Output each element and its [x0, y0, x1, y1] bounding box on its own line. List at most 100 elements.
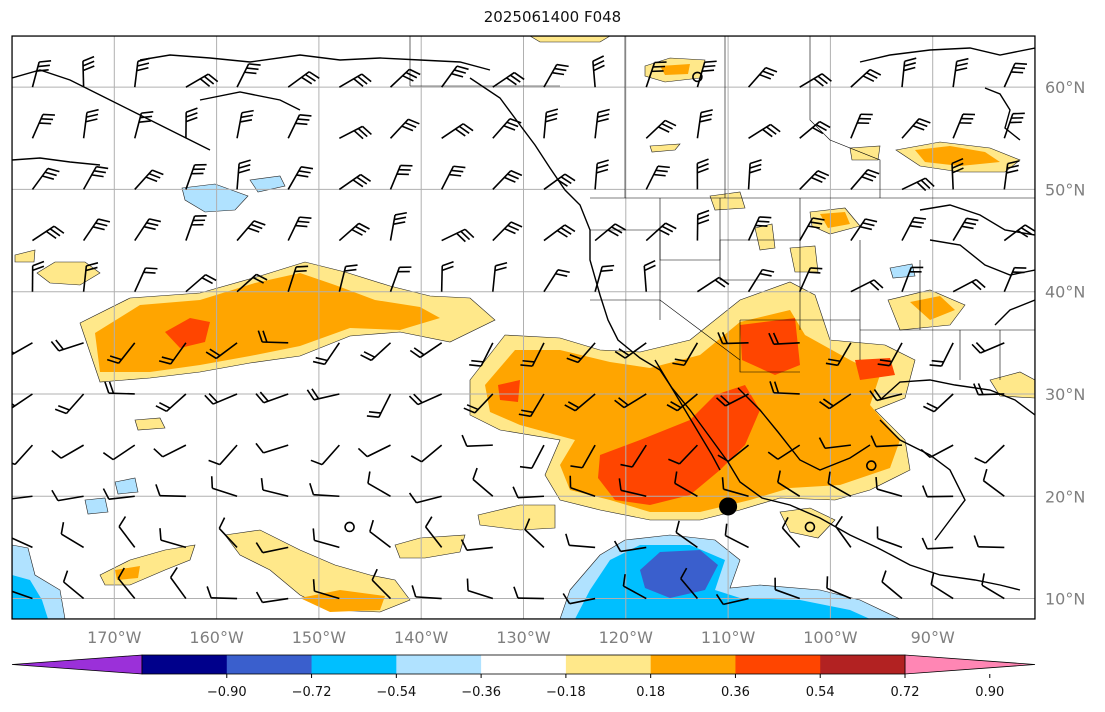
wind-barb — [306, 388, 340, 401]
colorbar-segment — [481, 655, 567, 674]
wind-barb — [721, 477, 749, 498]
wind-barb — [338, 125, 372, 140]
wind-barb — [153, 444, 187, 458]
wind-barb — [255, 542, 289, 554]
colorbar-tick-label: 0.72 — [891, 685, 920, 700]
wind-barb — [441, 123, 474, 139]
wind-barb — [513, 586, 544, 600]
wind-barb — [236, 220, 266, 242]
wind-barb — [675, 520, 698, 549]
wind-barb — [835, 515, 852, 548]
wind-barb — [614, 393, 647, 409]
filled-dot-marker — [719, 497, 738, 516]
colorbar-segment — [565, 655, 652, 674]
wind-barb — [799, 73, 832, 88]
wind-barb — [748, 123, 781, 139]
wind-barb — [982, 468, 1005, 497]
wind-barb — [1003, 160, 1020, 190]
wind-barb — [920, 444, 954, 459]
wind-barb — [133, 111, 154, 139]
wind-barb — [102, 488, 135, 501]
wind-barb — [309, 482, 340, 498]
wind-barb — [441, 228, 475, 243]
wind-barb — [1003, 224, 1035, 242]
wind-barb — [312, 528, 340, 549]
wind-barb — [210, 476, 238, 498]
longitude-tick-label: 150°W — [292, 628, 347, 647]
wind-barb — [257, 330, 289, 344]
wind-barb — [287, 114, 312, 139]
wind-barb — [569, 475, 596, 498]
wind-barb — [255, 391, 289, 404]
wind-barb — [31, 260, 45, 292]
wind-barb — [594, 264, 615, 292]
wind-barb — [389, 68, 421, 88]
wind-barb — [564, 393, 596, 412]
wind-barb — [82, 218, 111, 242]
wind-barb — [901, 216, 927, 241]
wind-barb — [696, 158, 709, 190]
colorbar-segment — [396, 655, 482, 674]
wind-barb — [134, 267, 158, 293]
open-circle-marker — [344, 521, 355, 533]
wind-barb — [287, 71, 320, 88]
wind-barb — [952, 57, 969, 88]
wind-barb — [717, 444, 750, 463]
wind-barb — [543, 108, 559, 139]
latitude-labels: 10°N 20°N 30°N 40°N 50°N 60°N — [1045, 78, 1085, 608]
wind-barb — [472, 467, 494, 497]
wind-barb — [440, 165, 466, 190]
wind-barb — [82, 262, 99, 292]
wind-barb — [921, 485, 954, 498]
wind-barb — [104, 381, 135, 395]
open-circle-marker — [804, 521, 816, 533]
wind-barb — [799, 170, 830, 190]
colorbar-tick-label: −0.54 — [376, 685, 416, 700]
wind-barb — [312, 579, 340, 600]
longitude-tick-label: 120°W — [599, 628, 654, 647]
latitude-tick-label: 10°N — [1045, 590, 1085, 609]
wind-barb — [512, 486, 545, 499]
wind-barb — [776, 470, 801, 497]
wind-barb — [371, 568, 392, 600]
wind-barb — [666, 393, 698, 412]
wind-barb — [82, 108, 99, 139]
political-borders — [409, 36, 1035, 380]
wind-barb — [923, 393, 954, 413]
wind-barb — [769, 381, 800, 395]
wind-barb — [185, 163, 207, 190]
wind-barb — [594, 223, 626, 242]
wind-barb — [51, 489, 84, 502]
latitude-tick-label: 50°N — [1045, 180, 1085, 199]
wind-barb — [410, 444, 443, 463]
wind-barb — [747, 159, 762, 190]
wind-barb — [1003, 112, 1025, 139]
colorbar-segment — [226, 655, 313, 674]
wind-barb — [185, 273, 217, 293]
wind-barb — [287, 166, 314, 190]
wind-barb — [51, 444, 85, 459]
map-markers — [344, 71, 877, 533]
wind-barb — [312, 342, 341, 366]
wind-barb — [287, 216, 312, 241]
wind-barb — [645, 61, 667, 88]
wind-barb — [901, 57, 917, 88]
wind-barb — [877, 342, 903, 367]
wind-barb — [134, 169, 164, 190]
wind-barb — [952, 217, 979, 241]
wind-barb — [774, 577, 800, 600]
wind-barb — [155, 393, 187, 413]
wind-barb — [594, 108, 610, 139]
wind-barb — [360, 342, 392, 362]
wind-barb — [781, 516, 801, 548]
wind-barb — [767, 444, 801, 460]
wind-barb — [31, 59, 52, 88]
colorbar-labels: −0.90 −0.72 −0.54 −0.36 −0.18 0.18 0.36 0.54 0.7… — [207, 674, 1004, 700]
map-area — [12, 36, 1035, 619]
wind-barb — [747, 216, 772, 241]
wind-barb — [901, 177, 935, 192]
wind-barb — [205, 342, 238, 360]
wind-barb — [768, 332, 800, 345]
wind-barb — [255, 591, 289, 604]
